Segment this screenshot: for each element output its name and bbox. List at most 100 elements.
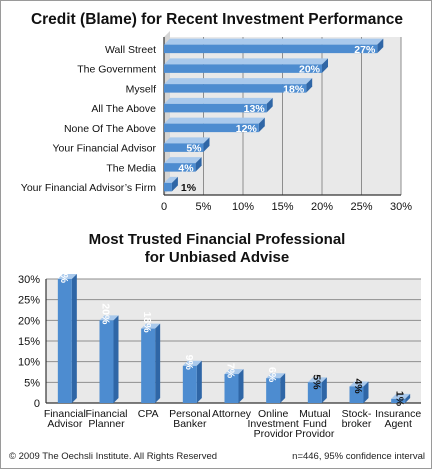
chart2-category-label: Stock-	[342, 408, 372, 420]
chart2-bar-top	[99, 315, 119, 321]
chart1-bar-top	[164, 78, 313, 85]
chart1-data-label: 5%	[186, 143, 202, 155]
chart1-bar-side	[171, 176, 178, 192]
chart2-y-tick-label: 10%	[18, 357, 40, 369]
chart2-bar	[57, 279, 72, 403]
copyright-footer: © 2009 The Oechsli Institute. All Rights…	[9, 451, 217, 462]
chart2-bar-side	[71, 274, 77, 403]
chart2-bar-top	[391, 393, 411, 399]
chart2-bar-side	[405, 393, 411, 403]
chart1-bar-side	[258, 117, 265, 133]
chart1-x-tick-label: 20%	[311, 201, 333, 213]
chart2-category-label: CPA	[138, 408, 159, 420]
chart1-x-tick-label: 25%	[350, 201, 372, 213]
chart1-bar-top	[164, 137, 210, 144]
chart1-data-label: 20%	[299, 64, 321, 76]
chart1-category-label: All The Above	[91, 103, 156, 115]
chart1-title: Credit (Blame) for Recent Investment Per…	[31, 11, 403, 28]
chart2-bar	[99, 320, 114, 403]
chart1-x-tick-label: 15%	[271, 201, 293, 213]
chart1-category-label: The Media	[106, 162, 156, 174]
chart2-category-label: Mutual	[299, 408, 331, 420]
chart1-bar-top	[164, 176, 178, 183]
chart2-bar	[391, 398, 406, 403]
chart2-category-label: Fund	[303, 418, 327, 430]
chart2-bar-side	[363, 381, 369, 403]
chart1-bar-top	[164, 97, 273, 104]
chart2-y-tick-label: 5%	[24, 377, 40, 389]
chart2-bar	[307, 382, 322, 403]
chart1-x-tick-label: 30%	[390, 201, 412, 213]
chart1-bar-side	[322, 58, 328, 73]
chart2-data-label: 5%	[310, 374, 322, 390]
chart2-bar-top	[57, 274, 77, 279]
chart1-bar	[164, 182, 172, 192]
chart2-bar-top	[141, 323, 161, 329]
chart1-bar-top	[164, 38, 384, 45]
chart2-y-tick-label: 15%	[18, 336, 40, 348]
chart2-data-label: 30%	[58, 262, 70, 284]
chart2-title-line-1: Most Trusted Financial Professional	[89, 231, 346, 248]
chart1-bar	[164, 143, 204, 152]
chart1-bar	[164, 44, 378, 54]
chart1-category-label: None Of The Above	[64, 123, 156, 135]
chart1-bar-side	[203, 137, 210, 152]
chart1-bar	[164, 84, 307, 93]
chart2-bar-side	[321, 377, 327, 403]
chart1-data-label: 1%	[181, 182, 197, 194]
chart1-bar	[164, 123, 259, 133]
chart1-bar-top	[164, 117, 265, 124]
chart2-bar-side	[238, 369, 244, 403]
chart2-category-label: Attorney	[212, 408, 252, 420]
chart2-data-label: 18%	[141, 312, 153, 334]
chart2-y-tick-label: 20%	[18, 315, 40, 327]
chart2-title-line-2: for Unbiased Advise	[145, 249, 289, 266]
chart1-x-tick-label: 10%	[232, 201, 254, 213]
chart1-category-label: Myself	[126, 83, 156, 95]
chart2-category-label: Banker	[173, 418, 207, 430]
chart2-bar-side	[196, 360, 202, 403]
chart2-category-label: Financial	[85, 408, 127, 420]
chart2-category-label: Planner	[88, 418, 125, 430]
chart2-bar-side	[280, 373, 286, 403]
chart1-bar-side	[195, 157, 202, 172]
chart1-data-label: 27%	[354, 44, 376, 56]
chart2-y-tick-label: 30%	[18, 274, 40, 286]
chart1-data-label: 4%	[178, 162, 194, 174]
chart1-x-tick-label: 0	[161, 201, 167, 213]
chart1-bar-side	[266, 97, 273, 113]
chart2-category-label: Financial	[44, 408, 86, 420]
chart1-category-label: Your Financial Advisor	[52, 143, 156, 155]
sample-note-footer: n=446, 95% confidence interval	[292, 451, 425, 462]
chart1-bar-side	[306, 78, 313, 93]
chart2-data-label: 9%	[183, 355, 195, 371]
chart2-bar	[141, 328, 156, 403]
chart2-category-label: Providor	[254, 428, 294, 440]
chart2-bar-top	[307, 377, 327, 383]
chart2-data-label: 1%	[394, 391, 406, 407]
chart1-bar	[164, 103, 267, 113]
chart2-data-label: 7%	[225, 363, 237, 379]
chart2-data-label: 6%	[266, 367, 278, 383]
chart1-data-label: 12%	[236, 123, 258, 135]
chart1-category-label: Wall Street	[105, 44, 156, 56]
chart1-bar	[164, 64, 322, 73]
chart2-category-label: Online	[258, 408, 289, 420]
chart1-bar	[164, 163, 196, 172]
chart2-y-tick-label: 0	[34, 398, 40, 410]
chart2-bar	[182, 365, 197, 403]
chart2-category-label: Investment	[247, 418, 298, 430]
chart2-category-label: Agent	[384, 418, 412, 430]
chart1-x-tick-label: 5%	[196, 201, 212, 213]
chart2-bar-side	[155, 323, 161, 403]
chart2-category-label: Providor	[295, 428, 335, 440]
chart2-category-label: broker	[342, 418, 372, 430]
chart2-data-label: 4%	[352, 378, 364, 394]
chart1-category-label: The Government	[77, 64, 156, 76]
chart2-category-label: Personal	[169, 408, 210, 420]
chart2-bar-side	[113, 315, 119, 403]
chart2-bar	[224, 374, 239, 403]
chart1-category-label: Your Financial Advisor’s Firm	[21, 182, 156, 194]
